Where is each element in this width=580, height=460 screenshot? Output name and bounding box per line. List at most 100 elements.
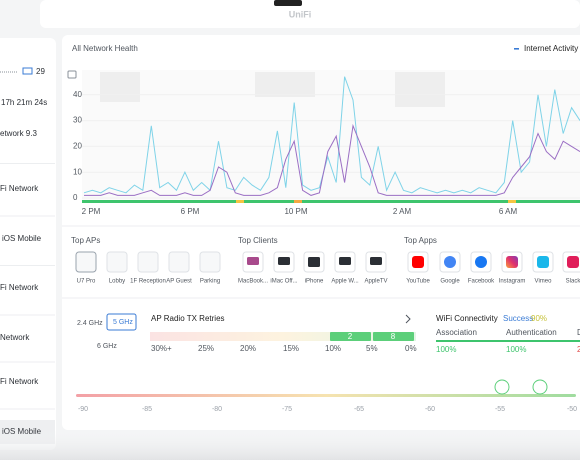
- y-tick-label: 30: [73, 116, 82, 125]
- x-tick-label: 2 PM: [82, 207, 101, 216]
- signal-scale: -75: [282, 406, 292, 413]
- health-title: All Network Health: [72, 44, 138, 53]
- uptime-warn: [508, 200, 516, 203]
- client-icon: [278, 257, 290, 265]
- signal-scale: -55: [495, 406, 505, 413]
- item-label: iMac Off...: [270, 279, 298, 285]
- x-tick-label: 2 AM: [393, 207, 412, 216]
- section-title: Top Clients: [238, 236, 278, 245]
- success-label: Success: [503, 314, 533, 323]
- item-label: 1F Reception: [130, 279, 166, 285]
- band-tab[interactable]: [106, 313, 137, 331]
- client-icon: [308, 257, 320, 267]
- sidebar-item: 17h 21m 24s: [1, 98, 47, 107]
- sidebar: [0, 38, 56, 450]
- signal-scale: -90: [78, 406, 88, 413]
- band-label[interactable]: 6 GHz: [97, 343, 117, 350]
- retry-scale: 15%: [283, 344, 299, 353]
- ap-icon[interactable]: [137, 251, 159, 273]
- plot-shade: [100, 72, 140, 102]
- ap-icon[interactable]: [199, 251, 221, 273]
- app-icon: [567, 256, 579, 268]
- item-label: Parking: [200, 279, 220, 285]
- retries-bar: [150, 332, 416, 341]
- item-label: Instagram: [499, 279, 526, 285]
- signal-marker[interactable]: [532, 379, 548, 395]
- wifi-col-value: 2: [577, 345, 580, 354]
- client-icon: [339, 257, 351, 265]
- item-label: Google: [440, 279, 460, 285]
- client-icon: [247, 257, 259, 265]
- y-tick-label: 20: [73, 142, 82, 151]
- wifi-col-value: 100%: [436, 345, 456, 354]
- section-title: Top Apps: [404, 236, 437, 245]
- sidebar-item: Fi Network: [0, 184, 39, 193]
- x-tick-label: 6 AM: [499, 207, 518, 216]
- app-icon: [444, 256, 456, 268]
- retry-scale: 5%: [366, 344, 378, 353]
- band-label[interactable]: 5 GHz: [113, 319, 133, 326]
- app-icon: [537, 256, 549, 268]
- plot-shade: [395, 72, 445, 107]
- retry-scale: 25%: [198, 344, 214, 353]
- uptime-warn: [236, 200, 244, 203]
- wifi-col-value: 100%: [506, 345, 526, 354]
- retry-scale: 10%: [325, 344, 341, 353]
- sidebar-item: etwork 9.3: [0, 129, 37, 138]
- retries-title: AP Radio TX Retries: [151, 314, 225, 323]
- item-label: Apple W...: [331, 279, 359, 285]
- chart-icon[interactable]: [67, 70, 77, 79]
- legend: Internet Activity: [524, 44, 578, 53]
- item-label: MacBook...: [238, 279, 268, 285]
- y-tick-label: 40: [73, 90, 82, 99]
- item-label: Slack: [566, 279, 580, 285]
- sidebar-item: Fi Network: [0, 377, 39, 386]
- success-value: 90%: [531, 314, 547, 323]
- ap-icon[interactable]: [168, 251, 190, 273]
- item-label: Facebook: [468, 279, 495, 285]
- y-tick-label: 0: [73, 193, 78, 202]
- wifi-title: WiFi Connectivity: [436, 314, 498, 323]
- signal-marker[interactable]: [494, 379, 510, 395]
- retry-scale: 0%: [405, 344, 417, 353]
- app-icon: [412, 256, 424, 268]
- signal-scale: -80: [212, 406, 222, 413]
- ap-icon[interactable]: [106, 251, 128, 273]
- x-tick-label: 6 PM: [181, 207, 200, 216]
- item-label: U7 Pro: [77, 279, 96, 285]
- section-title: Top APs: [71, 236, 100, 245]
- x-tick-label: 10 PM: [284, 207, 307, 216]
- sidebar-item: Network: [0, 333, 30, 342]
- sidebar-item: iOS Mobile: [2, 234, 42, 243]
- item-label: iPhone: [305, 279, 324, 285]
- signal-scale: -50: [567, 406, 577, 413]
- item-label: Lobby: [109, 279, 125, 285]
- brand: UniFi: [289, 9, 312, 19]
- item-label: Vimeo: [535, 279, 553, 285]
- item-label: AP Guest: [166, 279, 192, 285]
- signal-scale: -60: [425, 406, 435, 413]
- y-tick-label: 10: [73, 167, 82, 176]
- retry-count: 8: [391, 332, 396, 341]
- app-icon: [475, 256, 487, 268]
- sidebar-item: 29: [36, 67, 45, 76]
- device-icon: [22, 67, 33, 75]
- wifi-col-label: Authentication: [506, 328, 557, 337]
- chevron[interactable]: [405, 314, 411, 324]
- app-icon: [506, 256, 518, 268]
- activity-line: [83, 76, 580, 194]
- uptime-bar: [82, 200, 580, 203]
- wifi-col-label: D: [577, 328, 580, 337]
- header-bar: [40, 0, 580, 28]
- band-label[interactable]: 2.4 GHz: [77, 320, 103, 327]
- activity-line: [84, 123, 580, 196]
- ap-icon[interactable]: [75, 251, 97, 273]
- retry-count: 2: [348, 332, 353, 341]
- wifi-bar: [436, 340, 580, 342]
- retries-count-box: [330, 332, 371, 341]
- signal-scale: -65: [354, 406, 364, 413]
- notch: [274, 0, 302, 6]
- item-label: YouTube: [406, 279, 430, 285]
- client-icon: [370, 257, 382, 265]
